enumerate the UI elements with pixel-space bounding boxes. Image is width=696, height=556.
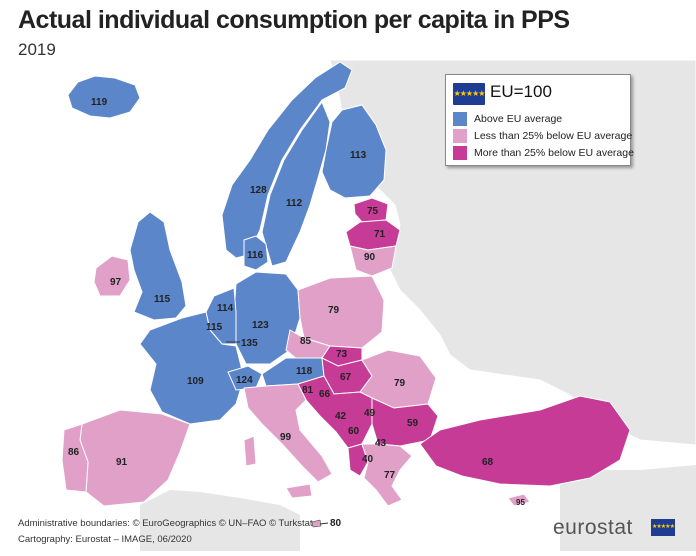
region-turkey	[419, 395, 631, 487]
region-norway	[221, 61, 353, 259]
label-north-macedonia: 43	[375, 438, 387, 449]
label-netherlands: 114	[217, 303, 234, 314]
label-cyprus: 95	[516, 498, 525, 507]
region-western-balkans	[297, 375, 373, 449]
label-belgium: 115	[206, 322, 223, 333]
non-eu-africa	[140, 490, 300, 551]
footer-cartography: Cartography: Eurostat – IMAGE, 06/2020	[18, 534, 192, 545]
label-croatia: 66	[319, 389, 331, 400]
eurostat-logo-text: eurostat	[553, 516, 633, 539]
label-greece: 77	[384, 470, 396, 481]
region-iceland	[67, 75, 141, 119]
region-switzerland	[227, 365, 263, 391]
label-finland: 113	[350, 150, 367, 161]
label-serbia: 49	[364, 408, 376, 419]
label-germany: 123	[252, 320, 269, 331]
label-poland: 79	[328, 305, 340, 316]
region-latvia	[345, 219, 401, 251]
label-sweden: 112	[286, 198, 303, 209]
legend-head-label: EU=100	[490, 82, 552, 101]
label-austria: 118	[296, 366, 313, 377]
label-iceland: 119	[91, 97, 108, 108]
legend-swatch-more25	[453, 146, 467, 160]
legend-label-less25: Less than 25% below EU average	[474, 130, 633, 142]
label-luxembourg: 135	[241, 338, 258, 349]
region-albania	[347, 443, 369, 477]
label-france: 109	[187, 376, 204, 387]
region-sardinia	[243, 435, 257, 467]
region-uk	[129, 211, 187, 321]
label-portugal: 86	[68, 447, 80, 458]
eu-flag-small-icon: ★★★★★	[651, 519, 675, 536]
label-uk: 115	[154, 294, 171, 305]
label-hungary: 67	[340, 372, 352, 383]
label-montenegro: 60	[348, 426, 360, 437]
label-spain: 91	[116, 457, 128, 468]
label-switzerland: 124	[236, 375, 253, 386]
page-title: Actual individual consumption per capita…	[18, 6, 570, 34]
label-slovakia: 73	[336, 349, 348, 360]
label-czechia: 85	[300, 336, 312, 347]
region-finland	[321, 104, 387, 199]
label-malta: 80	[330, 518, 342, 529]
region-italy	[243, 383, 333, 483]
region-portugal	[61, 423, 89, 493]
region-lithuania	[349, 245, 397, 277]
legend-label-above: Above EU average	[474, 113, 563, 125]
label-estonia: 75	[367, 206, 379, 217]
label-bosnia: 42	[335, 411, 347, 422]
legend-swatch-less25	[453, 129, 467, 143]
region-cyprus	[507, 493, 531, 507]
label-slovenia: 81	[302, 385, 314, 396]
region-poland	[297, 275, 385, 349]
page-subtitle: 2019	[18, 40, 56, 59]
region-ireland	[93, 255, 131, 297]
label-bulgaria: 59	[407, 418, 419, 429]
label-denmark: 116	[247, 250, 264, 261]
malta-leader	[319, 522, 329, 525]
label-italy: 99	[280, 432, 292, 443]
label-romania: 79	[394, 378, 406, 389]
label-ireland: 97	[110, 277, 122, 288]
label-albania: 40	[362, 454, 374, 465]
legend: ★★★★★ EU=100 Above EU average Less than …	[445, 74, 634, 166]
region-sicily	[285, 483, 313, 499]
label-latvia: 71	[374, 229, 386, 240]
region-denmark	[243, 235, 269, 271]
region-greece	[361, 443, 413, 507]
eu-flag-icon: ★★★★★	[453, 83, 485, 105]
region-malta	[311, 519, 322, 528]
legend-swatch-above	[453, 112, 467, 126]
label-lithuania: 90	[364, 252, 376, 263]
label-norway: 128	[250, 185, 267, 196]
region-france	[139, 311, 245, 425]
label-turkey: 68	[482, 457, 494, 468]
footer-boundaries: Administrative boundaries: © EuroGeograp…	[18, 518, 313, 529]
legend-label-more25: More than 25% below EU average	[474, 147, 634, 159]
